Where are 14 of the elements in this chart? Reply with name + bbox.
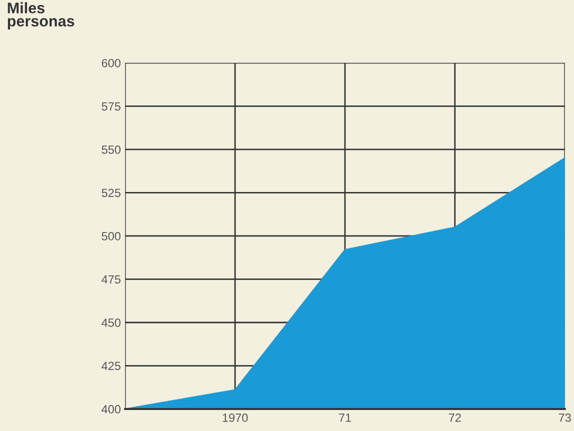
- x-tick-label: 72: [448, 413, 461, 422]
- y-tick-label: 400: [102, 405, 121, 414]
- x-tick-label: 71: [339, 414, 351, 422]
- y-tick-label: 425: [102, 362, 120, 370]
- x-tick-label: 73: [558, 413, 571, 422]
- y-tick-label: 475: [102, 275, 120, 284]
- x-tick-label: 1970: [222, 413, 248, 422]
- y-tick-label: 525: [102, 188, 120, 198]
- y-tick-label: 550: [102, 145, 121, 154]
- y-axis-title: Miles personas: [8, 2, 74, 30]
- y-tick-label: 600: [102, 58, 121, 68]
- y-tick-label: 575: [102, 102, 120, 111]
- y-tick-label: 500: [102, 232, 121, 240]
- y-tick-label: 450: [102, 318, 121, 327]
